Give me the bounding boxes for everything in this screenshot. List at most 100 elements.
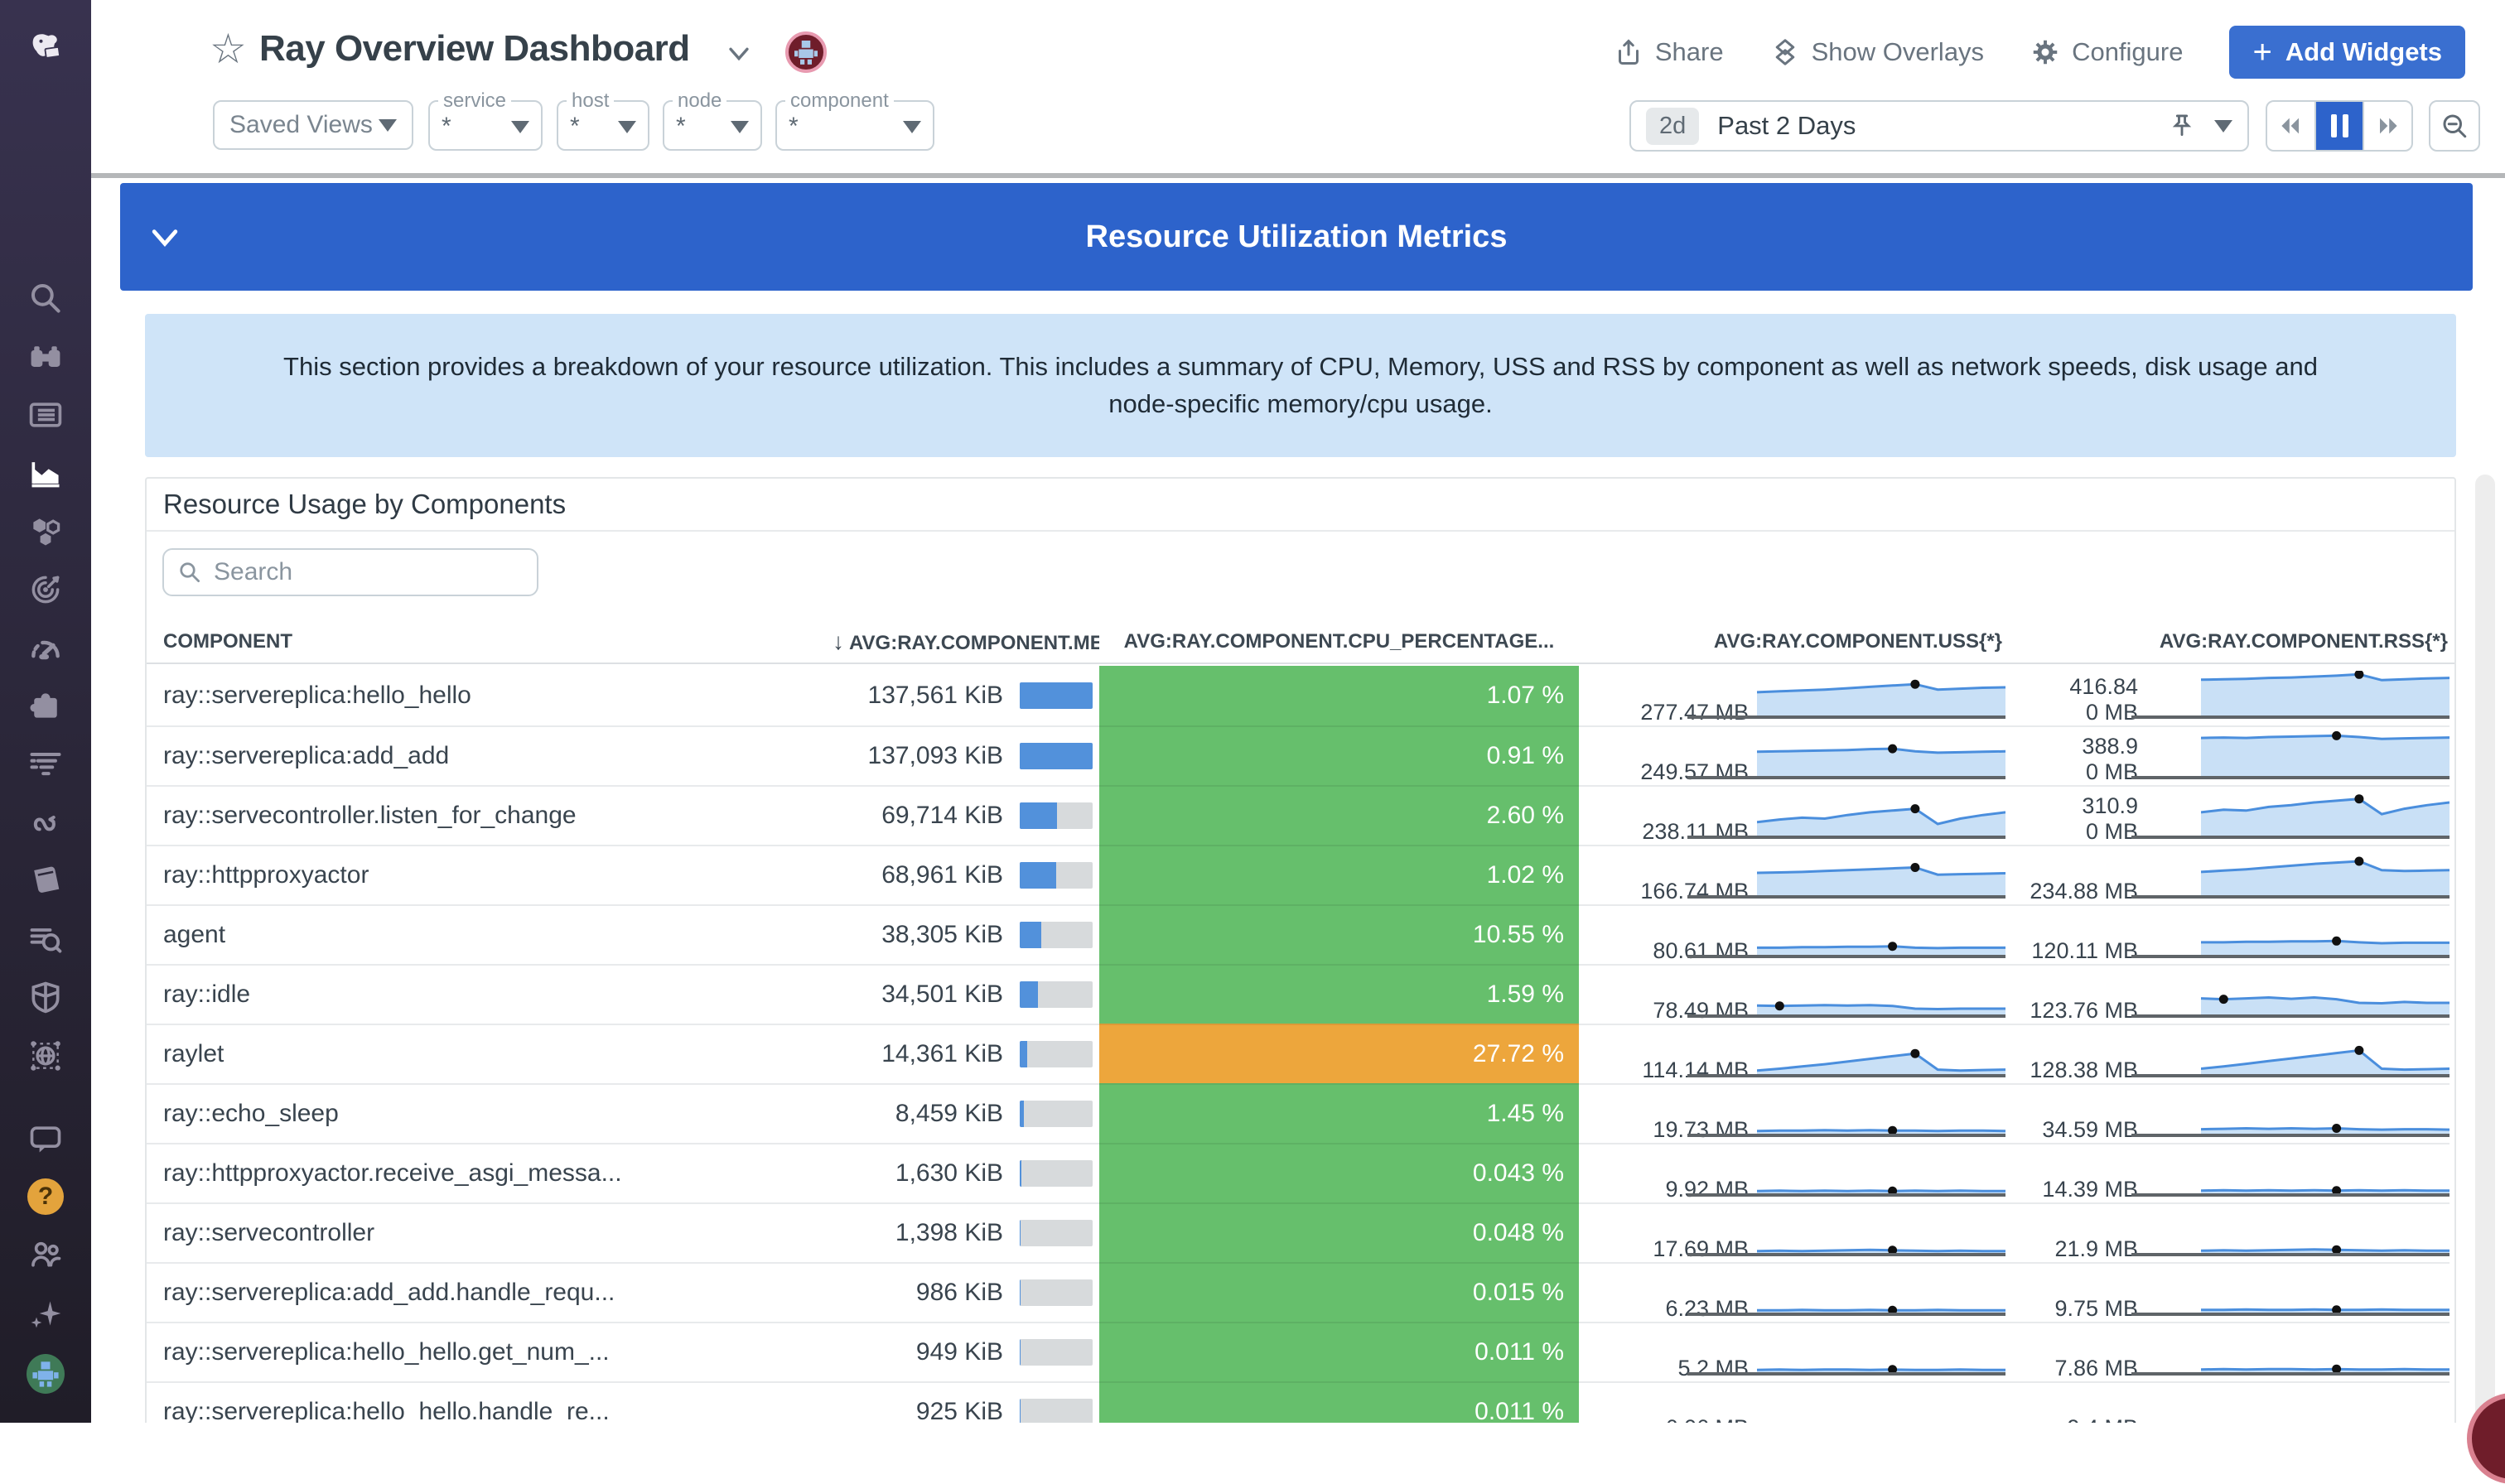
component-name: ray::servereplica:hello_hello.get_num_..… [147, 1322, 833, 1381]
table-row[interactable]: ray::servereplica:hello_hello.get_num_..… [147, 1322, 2454, 1381]
rss-value: 14.39 MB [2005, 1143, 2146, 1202]
rss-sparkline [2201, 1322, 2449, 1381]
col-mem-shared[interactable]: ↓AVG:RAY.COMPONENT.MEM_SHARED{... [833, 629, 1099, 655]
component-name: ray::servereplica:hello_hello.handle_re.… [147, 1381, 833, 1423]
pin-icon[interactable] [2168, 112, 2196, 140]
resource-usage-widget: Resource Usage by Components COMPONENT ↓… [145, 477, 2456, 1423]
uss-sparkline [1757, 1083, 2005, 1143]
component-caret-icon [903, 121, 921, 133]
mem-shared-value: 34,501 KiB [833, 964, 1015, 1024]
table-row[interactable]: ray::echo_sleep8,459 KiB1.45 %19.73 MB34… [147, 1083, 2454, 1143]
zoom-out-button[interactable] [2429, 100, 2480, 152]
rss-value: 388.90 MB [2005, 725, 2146, 785]
ai-sparkles-icon[interactable] [27, 1294, 65, 1332]
rewind-button[interactable] [2267, 102, 2314, 150]
mem-shared-bar [1015, 904, 1099, 964]
mem-shared-value: 925 KiB [833, 1381, 1015, 1423]
notebooks-book-icon[interactable] [27, 861, 65, 899]
help-icon[interactable]: ? [27, 1178, 65, 1216]
title-row: ☆ Ray Overview Dashboard Share Show Over… [91, 0, 2505, 98]
integrations-puzzle-icon[interactable] [27, 687, 65, 725]
apm-target-icon[interactable] [27, 571, 65, 609]
support-chat-icon[interactable] [27, 1120, 65, 1158]
section-title: Resource Utilization Metrics [1086, 219, 1508, 255]
logs-search-icon[interactable] [27, 920, 65, 958]
mem-shared-value: 68,961 KiB [833, 845, 1015, 904]
cpu-percentage-cell: 0.048 % [1099, 1202, 1579, 1262]
table-row[interactable]: agent38,305 KiB10.55 %80.61 MB120.11 MB [147, 904, 2454, 964]
show-overlays-label: Show Overlays [1812, 37, 1984, 67]
infrastructure-hexagons-icon[interactable] [27, 513, 65, 551]
uss-sparkline [1757, 1143, 2005, 1202]
rss-value: 9.75 MB [2005, 1262, 2146, 1322]
watchdog-binoculars-icon[interactable] [27, 339, 65, 377]
time-range-picker[interactable]: 2d Past 2 Days [1629, 100, 2249, 152]
table-row[interactable]: ray::httpproxyactor.receive_asgi_messa..… [147, 1143, 2454, 1202]
filter-row: Saved Views service * host * node * comp… [91, 98, 2505, 174]
cpu-percentage-cell: 2.60 % [1099, 785, 1579, 845]
col-component[interactable]: COMPONENT [147, 630, 833, 653]
template-var-host[interactable]: host * [557, 89, 649, 151]
search-icon[interactable] [27, 279, 65, 317]
section-header-banner: Resource Utilization Metrics [120, 183, 2473, 291]
service-filter-value: * [442, 113, 451, 141]
teams-users-icon[interactable] [27, 1235, 65, 1273]
table-row[interactable]: ray::servereplica:hello_hello137,561 KiB… [147, 666, 2454, 725]
uss-sparkline [1757, 785, 2005, 845]
mem-shared-value: 137,561 KiB [833, 666, 1015, 725]
table-row[interactable]: ray::servecontroller.listen_for_change69… [147, 785, 2454, 845]
pause-button[interactable] [2314, 102, 2363, 150]
template-var-node[interactable]: node * [663, 89, 762, 151]
favorite-star-icon[interactable]: ☆ [210, 28, 247, 70]
mem-shared-bar [1015, 964, 1099, 1024]
datadog-logo[interactable] [16, 18, 75, 78]
table-row[interactable]: ray::idle34,501 KiB1.59 %78.49 MB123.76 … [147, 964, 2454, 1024]
cpu-percentage-cell: 0.011 % [1099, 1381, 1579, 1423]
search-input[interactable] [214, 558, 524, 586]
col-uss[interactable]: AVG:RAY.COMPONENT.USS{*} [1579, 630, 2005, 653]
add-widgets-button[interactable]: + Add Widgets [2229, 26, 2465, 79]
table-row[interactable]: ray::servereplica:add_add137,093 KiB0.91… [147, 725, 2454, 785]
uss-sparkline [1757, 1024, 2005, 1083]
host-filter-label: host [567, 89, 614, 113]
owner-avatar[interactable] [785, 31, 827, 73]
section-collapse-chevron-icon[interactable] [147, 219, 183, 253]
saved-views-label: Saved Views [229, 111, 373, 139]
metrics-gauge-icon[interactable] [27, 629, 65, 667]
column-gap [2146, 1381, 2201, 1423]
ci-pipelines-loop-icon[interactable] [27, 805, 65, 843]
widget-scrollbar-track[interactable] [2475, 475, 2495, 1423]
mem-shared-value: 38,305 KiB [833, 904, 1015, 964]
forward-button[interactable] [2363, 102, 2411, 150]
col-cpu-percentage[interactable]: AVG:RAY.COMPONENT.CPU_PERCENTAGE... [1099, 630, 1579, 653]
service-caret-icon [511, 121, 529, 133]
mem-shared-bar [1015, 1024, 1099, 1083]
share-button[interactable]: Share [1614, 37, 1724, 67]
table-row[interactable]: raylet14,361 KiB27.72 %114.14 MB128.38 M… [147, 1024, 2454, 1083]
table-row[interactable]: ray::servereplica:add_add.handle_requ...… [147, 1262, 2454, 1322]
network-globe-icon[interactable] [27, 1037, 65, 1075]
table-search[interactable] [162, 548, 538, 596]
component-name: raylet [147, 1024, 833, 1083]
user-avatar[interactable] [27, 1355, 65, 1393]
component-name: ray::httpproxyactor [147, 845, 833, 904]
rss-sparkline [2201, 845, 2449, 904]
dashboards-icon[interactable] [27, 454, 65, 492]
template-var-component[interactable]: component * [775, 89, 934, 151]
security-shield-icon[interactable] [27, 978, 65, 1016]
title-dropdown-chevron-icon[interactable] [725, 40, 753, 61]
table-row[interactable]: ray::httpproxyactor68,961 KiB1.02 %166.7… [147, 845, 2454, 904]
table-row[interactable]: ray::servereplica:hello_hello.handle_re.… [147, 1381, 2454, 1423]
table-row[interactable]: ray::servecontroller1,398 KiB0.048 %17.6… [147, 1202, 2454, 1262]
template-var-service[interactable]: service * [428, 89, 543, 151]
show-overlays-button[interactable]: Show Overlays [1770, 37, 1984, 67]
configure-button[interactable]: Configure [2030, 37, 2183, 67]
rss-sparkline [2201, 1262, 2449, 1322]
col-rss[interactable]: AVG:RAY.COMPONENT.RSS{*} [2005, 630, 2449, 653]
cpu-percentage-cell: 1.45 % [1099, 1083, 1579, 1143]
mem-shared-bar [1015, 1083, 1099, 1143]
monitors-lines-icon[interactable] [27, 744, 65, 783]
events-list-icon[interactable] [27, 396, 65, 434]
header-actions: Share Show Overlays Configure + Add Widg… [1614, 25, 2465, 80]
saved-views-select[interactable]: Saved Views [213, 100, 413, 150]
